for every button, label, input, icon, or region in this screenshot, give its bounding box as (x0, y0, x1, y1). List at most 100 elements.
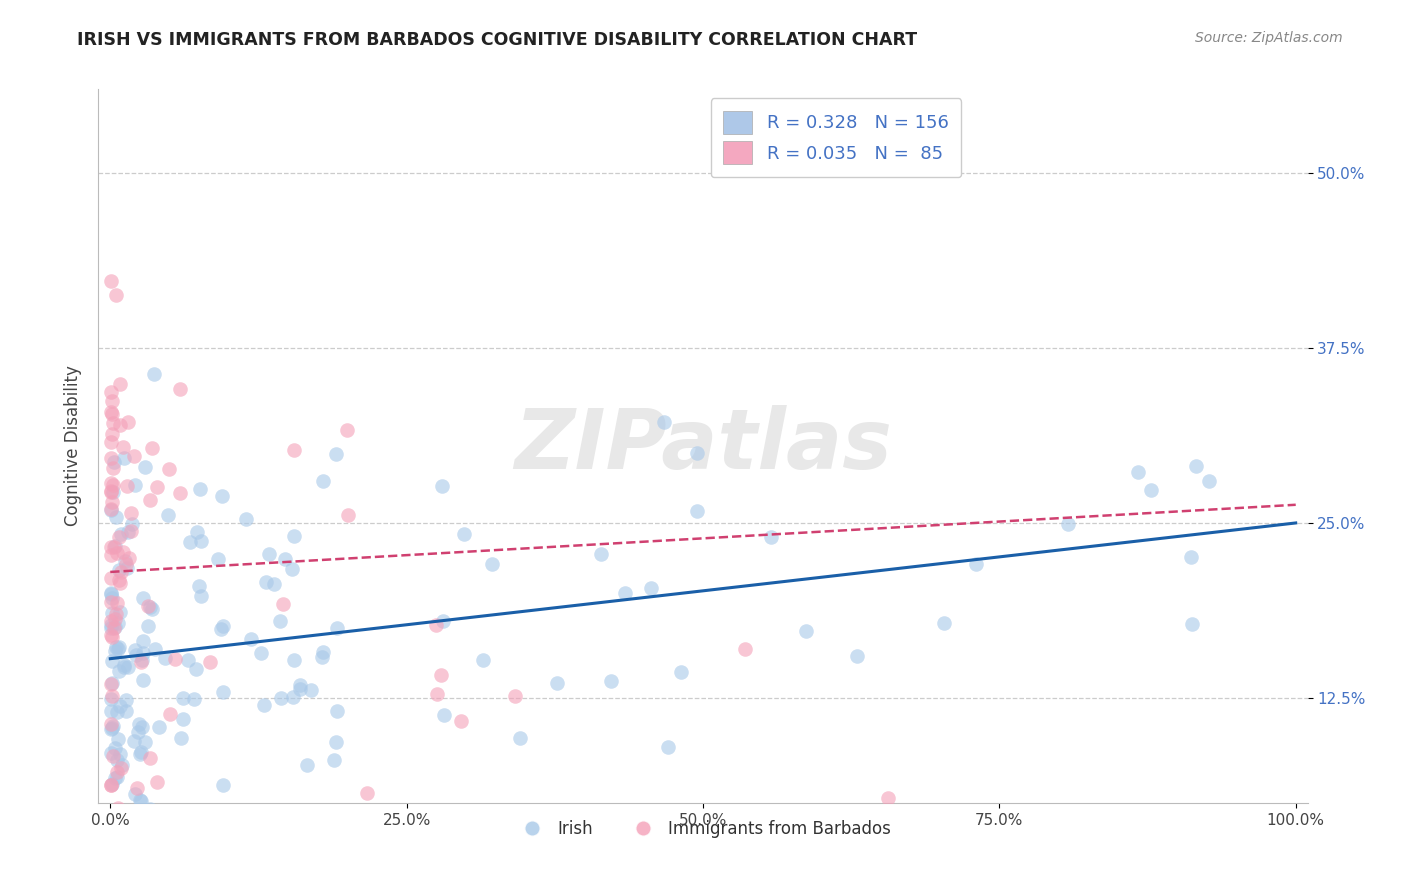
Point (124, 787, 146, 801)
Point (120, 506, 142, 520)
Point (100, 405, 122, 419)
Point (117, 660, 139, 674)
Point (108, 698, 131, 713)
Point (794, 624, 817, 639)
Point (190, 589, 212, 603)
Point (100, 810, 122, 824)
Point (426, 687, 449, 701)
Point (269, 614, 291, 628)
Point (101, 812, 124, 826)
Point (207, 552, 229, 566)
Point (190, 534, 212, 549)
Point (503, 689, 526, 703)
Point (433, 707, 456, 722)
Point (104, 510, 127, 524)
Point (131, 720, 153, 734)
Point (108, 564, 131, 578)
Point (139, 600, 162, 615)
Point (117, 479, 139, 493)
Point (101, 426, 124, 441)
Point (100, 503, 122, 517)
Point (101, 460, 124, 475)
Point (148, 720, 170, 734)
Point (103, 719, 125, 733)
Point (134, 734, 156, 748)
Point (471, 653, 494, 667)
Point (115, 558, 138, 572)
Point (124, 648, 146, 663)
Point (114, 658, 136, 673)
Point (100, 595, 122, 609)
Point (100, 434, 122, 449)
Point (146, 775, 169, 789)
Point (100, 384, 122, 399)
Point (101, 606, 124, 620)
Point (100, 540, 122, 554)
Point (186, 662, 208, 676)
Point (105, 640, 128, 654)
Point (212, 619, 235, 633)
Point (124, 478, 146, 492)
Point (136, 807, 159, 822)
Point (159, 707, 181, 722)
Point (108, 664, 131, 678)
Point (301, 682, 323, 697)
Point (652, 415, 675, 429)
Point (104, 740, 127, 755)
Point (1180, 549, 1202, 564)
Point (143, 642, 166, 657)
Point (107, 615, 129, 630)
Point (686, 504, 709, 518)
Point (132, 634, 155, 648)
Point (105, 753, 128, 767)
Point (283, 653, 305, 667)
Point (640, 581, 662, 595)
Point (110, 565, 132, 579)
Point (101, 721, 124, 735)
Point (107, 573, 129, 587)
Point (425, 617, 447, 632)
Point (599, 673, 621, 688)
Point (104, 539, 127, 553)
Point (129, 656, 152, 670)
Point (325, 447, 347, 461)
Point (101, 676, 124, 690)
Point (129, 793, 152, 807)
Point (253, 698, 276, 712)
Point (297, 758, 319, 772)
Point (105, 596, 128, 610)
Point (281, 690, 304, 704)
Point (100, 572, 122, 586)
Point (105, 546, 128, 560)
Point (103, 771, 125, 785)
Point (141, 441, 163, 455)
Point (103, 621, 125, 635)
Point (1057, 517, 1080, 532)
Point (101, 749, 124, 764)
Point (211, 778, 233, 792)
Point (138, 619, 160, 633)
Point (336, 423, 359, 437)
Point (131, 673, 153, 687)
Point (179, 535, 201, 549)
Point (453, 527, 475, 541)
Point (100, 778, 122, 792)
Point (100, 779, 122, 793)
Point (124, 642, 146, 657)
Point (177, 653, 200, 667)
Point (509, 731, 531, 745)
Point (101, 777, 124, 791)
Point (108, 605, 131, 619)
Point (734, 641, 756, 656)
Point (100, 274, 122, 288)
Point (121, 517, 143, 532)
Point (105, 288, 128, 302)
Point (205, 810, 228, 824)
Point (105, 607, 128, 622)
Point (283, 529, 305, 543)
Point (222, 810, 245, 824)
Point (107, 640, 129, 655)
Point (100, 476, 122, 491)
Point (432, 614, 454, 628)
Point (112, 440, 135, 454)
